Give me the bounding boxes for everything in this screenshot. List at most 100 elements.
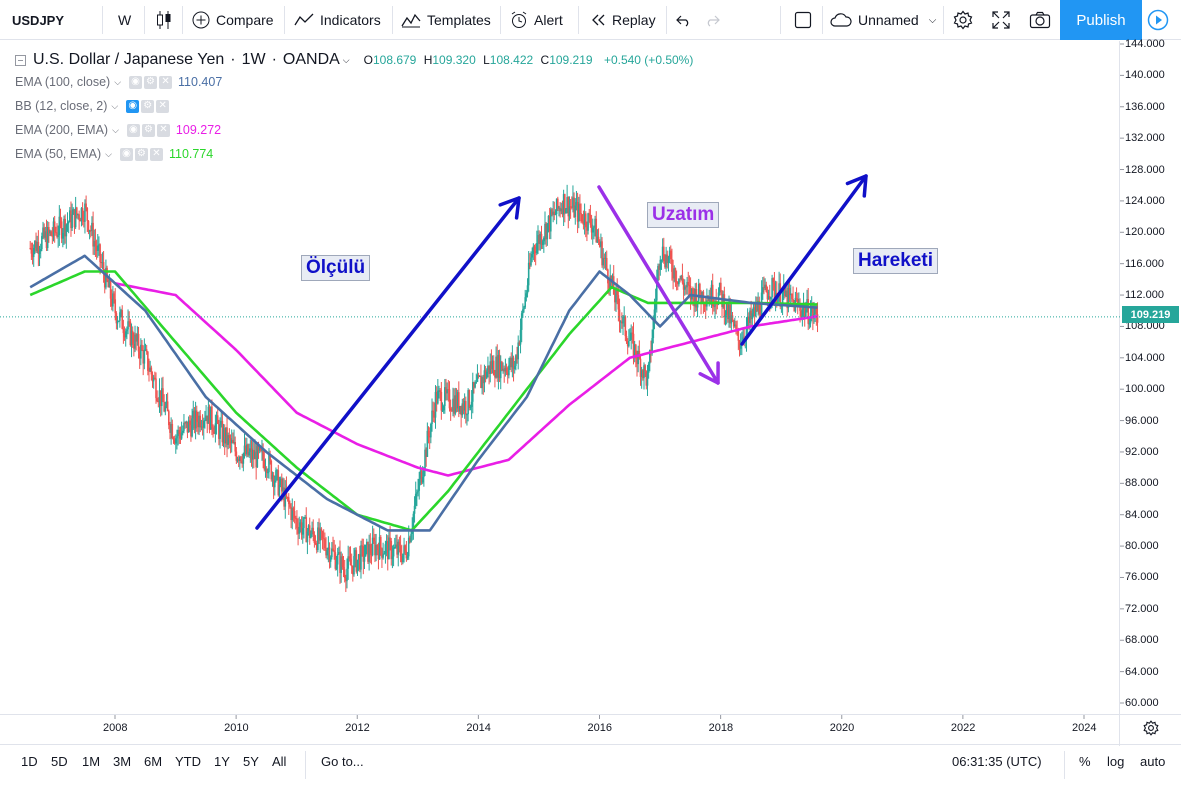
range-button-5d[interactable]: 5D <box>51 754 68 769</box>
annotation-olculu[interactable]: Ölçülü <box>301 255 371 281</box>
redo-button[interactable] <box>704 0 720 40</box>
chart-legend: U.S. Dollar / Japanese Yen · 1W · OANDA … <box>15 50 697 166</box>
alert-button[interactable]: Alert <box>510 0 563 40</box>
indicator-legend-row[interactable]: EMA (50, EMA) ⌵ ◉ ⚙ ✕ 110.774 <box>15 142 697 166</box>
candle-body <box>354 550 356 556</box>
undo-button[interactable] <box>676 0 692 40</box>
settings-icon[interactable]: ⚙ <box>144 75 158 89</box>
candle-body <box>796 299 799 305</box>
compare-button[interactable]: Compare <box>192 0 274 40</box>
range-button-1d[interactable]: 1D <box>21 754 38 769</box>
candle-body <box>593 226 595 228</box>
remove-icon[interactable]: ✕ <box>156 99 170 113</box>
candle-body <box>65 224 68 237</box>
candle-body <box>356 559 359 572</box>
interval-button[interactable]: W <box>118 12 132 28</box>
toolbar-divider <box>943 6 944 34</box>
scale-settings-button[interactable] <box>1143 716 1159 740</box>
candle-body <box>232 439 234 444</box>
candle-body <box>815 307 818 315</box>
candle-body <box>144 349 147 351</box>
candle-body <box>686 281 688 288</box>
indicator-legend-row[interactable]: EMA (100, close) ⌵ ◉ ⚙ ✕ 110.407 <box>15 70 697 94</box>
low-label: L <box>483 53 490 67</box>
log-toggle[interactable]: log <box>1107 754 1125 769</box>
candle-body <box>157 401 160 403</box>
indicator-controls: ◉ ⚙ ✕ <box>126 123 170 137</box>
annotation-uzatim[interactable]: Uzatım <box>647 202 720 228</box>
candle-body <box>534 250 537 254</box>
settings-icon[interactable]: ⚙ <box>141 99 155 113</box>
chevron-down-icon[interactable]: ⌵ <box>105 148 112 159</box>
fullscreen-layout-button[interactable] <box>794 0 812 40</box>
chevron-down-icon[interactable]: ⌵ <box>114 76 122 87</box>
candle-body <box>279 478 282 485</box>
indicator-legend-row[interactable]: BB (12, close, 2) ⌵ ◉ ⚙ ✕ <box>15 94 697 118</box>
price-chart[interactable] <box>0 41 1181 746</box>
templates-button[interactable]: Templates <box>401 0 491 40</box>
settings-button[interactable] <box>953 0 973 40</box>
symbol-search-button[interactable]: USDJPY <box>12 12 65 28</box>
collapse-legend-icon[interactable] <box>15 54 26 66</box>
candle-body <box>82 220 85 222</box>
eye-icon[interactable]: ◉ <box>119 147 133 161</box>
candle-body <box>442 406 445 411</box>
eye-icon[interactable]: ◉ <box>126 123 140 137</box>
candle-body <box>179 434 182 439</box>
range-button-ytd[interactable]: YTD <box>175 754 201 769</box>
remove-icon[interactable]: ✕ <box>156 123 170 137</box>
chevron-down-icon[interactable]: ⌵ <box>112 124 119 135</box>
candle-body <box>301 528 304 535</box>
candle-body <box>417 490 419 493</box>
play-button[interactable] <box>1147 0 1169 40</box>
candlestick-icon <box>157 11 171 29</box>
range-button-5y[interactable]: 5Y <box>243 754 259 769</box>
candle-body <box>320 528 323 532</box>
percent-toggle[interactable]: % <box>1079 754 1091 769</box>
indicators-button[interactable]: Indicators <box>294 0 381 40</box>
candle-body <box>498 354 501 379</box>
candle-body <box>38 251 41 254</box>
settings-icon[interactable]: ⚙ <box>134 147 148 161</box>
eye-icon[interactable]: ◉ <box>129 75 143 89</box>
candle-body <box>546 223 549 240</box>
range-button-3m[interactable]: 3M <box>113 754 132 769</box>
indicator-legend-row[interactable]: EMA (200, EMA) ⌵ ◉ ⚙ ✕ 109.272 <box>15 118 697 142</box>
range-button-1y[interactable]: 1Y <box>214 754 230 769</box>
replay-button[interactable]: Replay <box>590 0 656 40</box>
chart-pane[interactable] <box>0 41 1181 746</box>
layout-name-button[interactable]: Unnamed ⌵ <box>830 0 936 40</box>
candle-body <box>177 429 179 437</box>
annotation-hareketi[interactable]: Hareketi <box>853 248 938 274</box>
candle-body <box>675 281 678 283</box>
remove-icon[interactable]: ✕ <box>149 147 163 161</box>
goto-button[interactable]: Go to... <box>321 754 364 769</box>
snapshot-button[interactable] <box>1029 0 1051 40</box>
range-button-6m[interactable]: 6M <box>144 754 163 769</box>
symbol-legend[interactable]: U.S. Dollar / Japanese Yen · 1W · OANDA … <box>15 50 697 70</box>
chevron-down-icon[interactable]: ⌵ <box>342 54 350 65</box>
auto-toggle[interactable]: auto <box>1140 754 1166 769</box>
candle-body <box>188 420 191 426</box>
remove-icon[interactable]: ✕ <box>159 75 173 89</box>
candle-body <box>385 541 388 545</box>
candle-body <box>557 198 559 209</box>
fullscreen-button[interactable] <box>992 0 1010 40</box>
candle-body <box>803 304 806 317</box>
chart-type-button[interactable] <box>156 0 172 40</box>
range-button-1m[interactable]: 1M <box>82 754 101 769</box>
expand-icon <box>992 11 1010 29</box>
replay-label: Replay <box>612 12 656 28</box>
candle-body <box>519 329 522 345</box>
candle-body <box>453 398 455 414</box>
candle-body <box>45 231 48 248</box>
chevron-down-icon[interactable]: ⌵ <box>111 100 119 111</box>
candle-body <box>605 257 608 270</box>
candle-body <box>753 307 756 317</box>
eye-icon[interactable]: ◉ <box>126 99 140 113</box>
publish-button[interactable]: Publish <box>1060 0 1142 40</box>
candle-body <box>664 261 666 268</box>
indicator-label: EMA (100, close) <box>15 75 111 89</box>
settings-icon[interactable]: ⚙ <box>141 123 155 137</box>
range-button-all[interactable]: All <box>272 754 287 769</box>
